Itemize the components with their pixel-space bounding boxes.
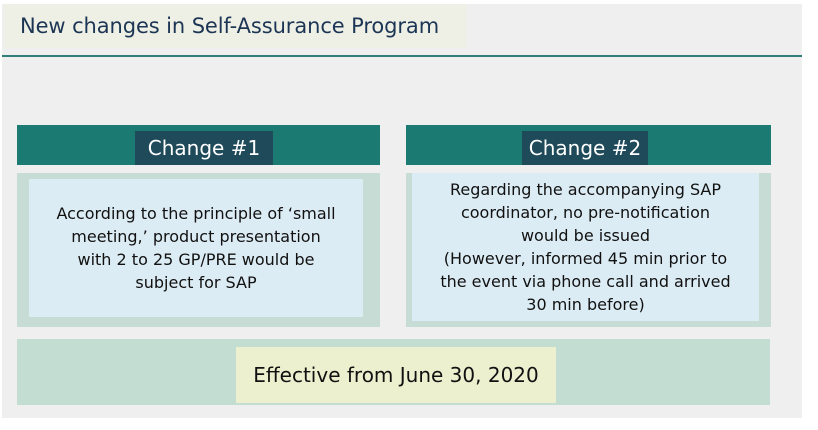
effective-band: Effective from June 30, 2020 xyxy=(17,339,770,405)
change-2-text: Regarding the accompanying SAP coordinat… xyxy=(412,173,759,321)
change-2-label: Change #2 xyxy=(522,131,648,165)
effective-date: Effective from June 30, 2020 xyxy=(236,347,556,403)
change-panel-1: Change #1 According to the principle of … xyxy=(17,125,380,327)
change-1-text: According to the principle of ‘small mee… xyxy=(29,179,363,317)
title-divider xyxy=(2,55,802,57)
change-1-header: Change #1 xyxy=(17,125,380,165)
title-box: New changes in Self-Assurance Program xyxy=(4,4,466,48)
change-1-body: According to the principle of ‘small mee… xyxy=(17,173,380,327)
change-panel-2: Change #2 Regarding the accompanying SAP… xyxy=(406,125,771,327)
change-1-label: Change #1 xyxy=(135,131,273,165)
change-2-body: Regarding the accompanying SAP coordinat… xyxy=(406,173,771,327)
change-2-header: Change #2 xyxy=(406,125,771,165)
slide-title: New changes in Self-Assurance Program xyxy=(20,14,440,38)
slide: New changes in Self-Assurance Program Ch… xyxy=(2,4,802,418)
